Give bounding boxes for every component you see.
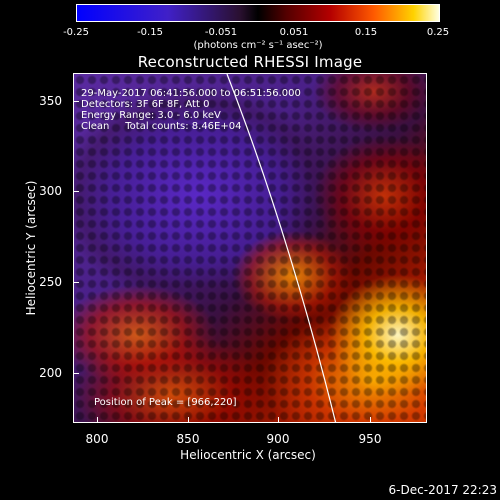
x-tick-mark	[278, 417, 279, 423]
image-texture	[74, 74, 426, 422]
y-tick-mark	[73, 191, 79, 192]
peak-position-text: Position of Peak = [966,220]	[94, 397, 237, 408]
colorbar-tick-label: 0.051	[279, 27, 309, 38]
x-tick-label: 950	[358, 432, 382, 446]
y-tick-mark	[73, 282, 79, 283]
solar-limb-curve	[226, 74, 337, 422]
y-tick-mark	[73, 101, 79, 102]
colorbar-tick-label: 0.25	[426, 27, 450, 38]
colorbar-tick-label: -0.15	[137, 27, 163, 38]
energy-range-text: Energy Range: 3.0 - 6.0 keV	[81, 110, 221, 121]
clean-counts-text: Clean Total counts: 8.46E+04	[81, 121, 242, 132]
x-tick-mark	[97, 417, 98, 423]
image-title: Reconstructed RHESSI Image	[137, 53, 363, 71]
x-tick-mark	[370, 417, 371, 423]
x-tick-mark	[188, 417, 189, 423]
y-tick-label: 200	[39, 366, 62, 380]
y-tick-label: 250	[39, 275, 62, 289]
x-tick-label: 900	[266, 432, 290, 446]
colorbar-unit-label: (photons cm⁻² s⁻¹ asec⁻²)	[193, 40, 323, 51]
colorbar-tick-label: -0.051	[204, 27, 238, 38]
time-range-text: 29-May-2017 06:41:56.000 to 06:51:56.000	[81, 88, 301, 99]
x-tick-label: 850	[176, 432, 200, 446]
colorbar-tick-label: 0.15	[354, 27, 378, 38]
y-tick-label: 300	[39, 184, 62, 198]
colorbar	[76, 4, 440, 22]
rhessi-image-plot: 29-May-2017 06:41:56.000 to 06:51:56.000…	[73, 73, 427, 423]
date-stamp: 6-Dec-2017 22:23	[388, 483, 497, 497]
x-axis-label: Heliocentric X (arcsec)	[180, 448, 316, 462]
y-tick-label: 350	[39, 94, 62, 108]
y-tick-mark	[73, 373, 79, 374]
detectors-text: Detectors: 3F 6F 8F, Att 0	[81, 99, 210, 110]
y-axis-label: Heliocentric Y (arcsec)	[24, 180, 38, 316]
colorbar-tick-label: -0.25	[63, 27, 89, 38]
x-tick-label: 800	[85, 432, 109, 446]
